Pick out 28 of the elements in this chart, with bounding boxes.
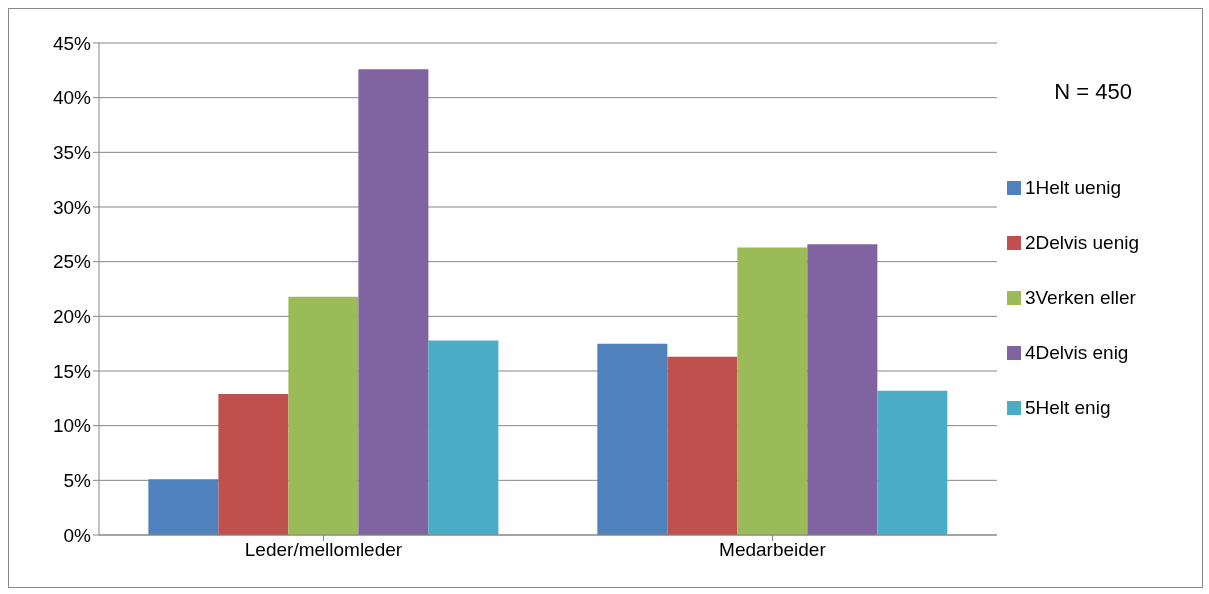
x-tick-label: Medarbeider	[719, 539, 827, 561]
bar	[667, 356, 738, 535]
bar	[428, 340, 499, 535]
y-tick-label: 45%	[52, 32, 92, 54]
y-tick-label: 25%	[52, 251, 92, 273]
bar	[737, 247, 808, 535]
legend-label: 3Verken eller	[1024, 286, 1136, 308]
bar	[218, 393, 289, 535]
legend-label: 1Helt uenig	[1024, 176, 1122, 198]
legend-label: 2Delvis uenig	[1024, 231, 1139, 253]
y-tick-label: 0%	[63, 524, 92, 546]
text: N = 450	[1054, 79, 1132, 105]
bar	[288, 296, 359, 535]
y-tick-label: 30%	[52, 196, 92, 218]
legend-label: 4Delvis enig	[1024, 341, 1129, 363]
bar	[807, 244, 878, 535]
legend-label: 5Helt enig	[1024, 396, 1111, 418]
y-tick-label: 40%	[52, 87, 92, 109]
bar	[148, 479, 219, 535]
y-tick-label: 35%	[52, 142, 92, 164]
y-tick-label: 5%	[63, 470, 92, 492]
x-tick-label: Leder/mellomleder	[244, 539, 403, 561]
y-tick-label: 10%	[52, 415, 92, 437]
bar	[597, 343, 668, 535]
bar	[358, 69, 429, 535]
bar	[877, 390, 948, 535]
y-tick-label: 15%	[52, 360, 92, 382]
y-tick-label: 20%	[52, 306, 92, 328]
